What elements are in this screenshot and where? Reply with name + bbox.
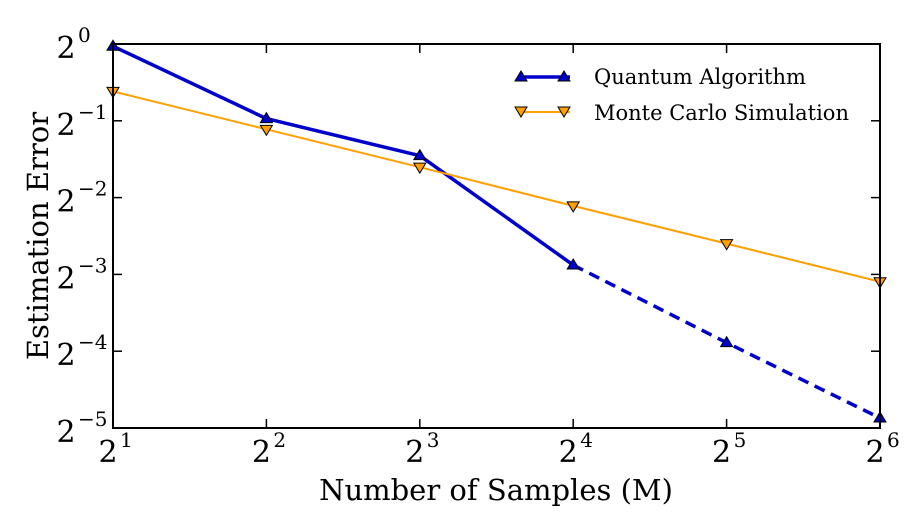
y-tick-label-exp-2: −2 xyxy=(78,177,107,201)
y-tick-label-exp-1: −1 xyxy=(78,100,107,124)
y-tick-label-base-2: 2 xyxy=(56,185,75,220)
x-tick-label-exp-3: 4 xyxy=(580,428,593,452)
x-tick-label-base-2: 2 xyxy=(405,435,424,470)
legend-label-monte-carlo: Monte Carlo Simulation xyxy=(594,101,849,125)
x-axis-label: Number of Samples (M) xyxy=(319,473,673,507)
y-tick-label-base-4: 2 xyxy=(56,338,75,373)
x-tick-label-base-0: 2 xyxy=(98,435,117,470)
series-1-line xyxy=(112,90,881,283)
series-0-line-solid xyxy=(112,44,575,267)
x-tick-label-base-3: 2 xyxy=(559,435,578,470)
y-axis-label: Estimation Error xyxy=(21,112,55,360)
x-tick-label-exp-2: 3 xyxy=(427,428,440,452)
x-tick-label-exp-5: 6 xyxy=(887,428,900,452)
y-tick-label-base-1: 2 xyxy=(56,108,75,143)
tick-label-layer: 2 1 2 2 2 3 2 4 2 5 2 62 02 −12 −22 −32 −42 −5 xyxy=(56,23,899,470)
legend-marker-monte-carlo-left xyxy=(514,106,528,118)
legend-label-quantum: Quantum Algorithm xyxy=(594,65,806,89)
axes-frame-layer xyxy=(112,43,881,429)
legend-marker-monte-carlo-right xyxy=(557,106,571,118)
series-1-point-4 xyxy=(719,239,734,251)
x-tick-label-base-1: 2 xyxy=(252,435,271,470)
x-tick-label-exp-0: 1 xyxy=(120,428,133,452)
series-0-point-4 xyxy=(719,335,734,348)
legend: Quantum Algorithm Monte Carlo Simulation xyxy=(514,65,849,125)
series-layer xyxy=(106,39,887,423)
legend-marker-quantum-left xyxy=(514,70,528,82)
series-1-point-2 xyxy=(412,162,427,175)
plot-frame xyxy=(112,43,881,429)
legend-item-monte-carlo: Monte Carlo Simulation xyxy=(514,101,849,125)
y-tick-label-exp-5: −5 xyxy=(78,407,107,431)
x-tick-label-base-5: 2 xyxy=(865,435,884,470)
x-tick-label-exp-4: 5 xyxy=(734,428,747,452)
legend-item-quantum: Quantum Algorithm xyxy=(514,65,806,89)
y-tick-label-exp-0: 0 xyxy=(78,23,91,47)
series-1-point-3 xyxy=(566,201,581,213)
y-tick-label-base-3: 2 xyxy=(56,261,75,296)
series-0-point-3 xyxy=(566,258,581,270)
y-tick-label-base-0: 2 xyxy=(56,31,75,66)
series-1-point-1 xyxy=(259,124,274,137)
x-tick-label-exp-1: 2 xyxy=(273,428,286,452)
x-tick-label-base-4: 2 xyxy=(712,435,731,470)
legend-marker-quantum-right xyxy=(557,70,571,82)
y-tick-label-base-5: 2 xyxy=(56,415,75,450)
series-0-point-2 xyxy=(412,148,427,161)
y-tick-label-exp-3: −3 xyxy=(78,253,107,277)
series-0-point-1 xyxy=(259,111,274,124)
y-tick-label-exp-4: −4 xyxy=(78,330,107,354)
